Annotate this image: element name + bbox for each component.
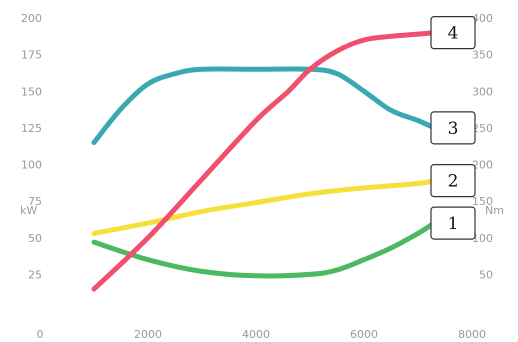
- series-line-2: [91, 178, 437, 236]
- y-left-tick-label: 150: [21, 85, 42, 98]
- series-line-4: [91, 30, 437, 292]
- series-line-3: [91, 66, 437, 145]
- y-right-tick-label: 100: [472, 232, 493, 245]
- y-right-tick-label: 350: [472, 49, 493, 62]
- y-right-axis-label: Nm: [485, 204, 504, 217]
- x-tick-label: 8000: [458, 328, 486, 341]
- series-callout-3: 3: [430, 111, 476, 145]
- y-left-tick-label: 75: [28, 195, 42, 208]
- series-callout-2: 2: [430, 164, 476, 198]
- callout-label: 2: [448, 172, 459, 192]
- callout-label: 3: [448, 119, 459, 139]
- y-right-tick-label: 250: [472, 122, 493, 135]
- series-callout-4: 4: [430, 16, 476, 50]
- callout-label: 1: [448, 214, 459, 234]
- y-left-axis-ticks: 25 50 75 100 125 150 175 200: [21, 12, 42, 281]
- x-tick-label: 6000: [350, 328, 378, 341]
- y-right-tick-label: 50: [479, 268, 493, 281]
- x-tick-label: 4000: [242, 328, 270, 341]
- callout-box: [430, 164, 476, 198]
- y-right-axis-ticks: 50 100 150 200 250 300 350 400: [472, 12, 493, 281]
- y-left-tick-label: 100: [21, 159, 42, 172]
- x-axis-ticks: 0 2000 4000 6000 8000: [37, 328, 487, 341]
- y-left-tick-label: 175: [21, 49, 42, 62]
- callout-box: [430, 111, 476, 145]
- x-tick-label: 0: [37, 328, 44, 341]
- y-left-axis-label: kW: [20, 204, 37, 217]
- y-left-tick-label: 25: [28, 268, 42, 281]
- y-left-tick-label: 200: [21, 12, 42, 25]
- x-tick-label: 2000: [134, 328, 162, 341]
- series-callout-1: 1: [430, 206, 476, 240]
- y-left-tick-label: 50: [28, 232, 42, 245]
- y-right-tick-label: 400: [472, 12, 493, 25]
- callout-box: [430, 16, 476, 50]
- series-line-1: [91, 220, 437, 279]
- callout-label: 4: [448, 24, 459, 44]
- series-lines: [91, 30, 437, 292]
- series-callouts: 4 3 2 1: [430, 16, 476, 240]
- callout-box: [430, 206, 476, 240]
- y-right-tick-label: 150: [472, 195, 493, 208]
- y-right-tick-label: 200: [472, 159, 493, 172]
- y-left-tick-label: 125: [21, 122, 42, 135]
- y-right-tick-label: 300: [472, 85, 493, 98]
